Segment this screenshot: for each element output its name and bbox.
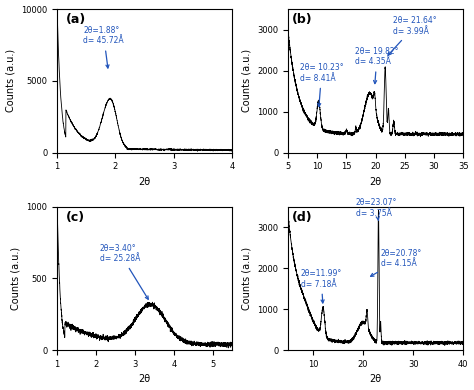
X-axis label: 2θ: 2θ [138, 374, 151, 385]
Text: (d): (d) [292, 211, 312, 224]
Text: 2θ=3.40°
d= 25.28Å: 2θ=3.40° d= 25.28Å [100, 244, 148, 299]
Text: (c): (c) [66, 211, 85, 224]
Text: 2θ=1.88°
d= 45.72Å: 2θ=1.88° d= 45.72Å [83, 26, 124, 68]
Y-axis label: Counts (a.u.): Counts (a.u.) [242, 49, 252, 112]
Y-axis label: Counts (a.u.): Counts (a.u.) [11, 247, 21, 310]
Text: 2θ= 19.82°
d= 4.35Å: 2θ= 19.82° d= 4.35Å [355, 47, 399, 83]
Text: 2θ=23.07°
d= 3.75Å: 2θ=23.07° d= 3.75Å [356, 199, 397, 221]
Text: 2θ= 21.64°
d= 3.99Å: 2θ= 21.64° d= 3.99Å [388, 16, 437, 55]
X-axis label: 2θ: 2θ [138, 177, 151, 187]
Text: 2θ= 10.23°
d= 8.41Å: 2θ= 10.23° d= 8.41Å [300, 64, 343, 106]
X-axis label: 2θ: 2θ [370, 374, 382, 385]
Text: 2θ=20.78°
d= 4.15Å: 2θ=20.78° d= 4.15Å [371, 249, 422, 277]
Y-axis label: Counts (a.u.): Counts (a.u.) [242, 247, 252, 310]
Text: (b): (b) [292, 13, 312, 27]
Y-axis label: Counts (a.u.): Counts (a.u.) [6, 49, 16, 112]
Text: (a): (a) [66, 13, 86, 27]
Text: 2θ=11.99°
d= 7.18Å: 2θ=11.99° d= 7.18Å [301, 269, 342, 303]
X-axis label: 2θ: 2θ [370, 177, 382, 187]
